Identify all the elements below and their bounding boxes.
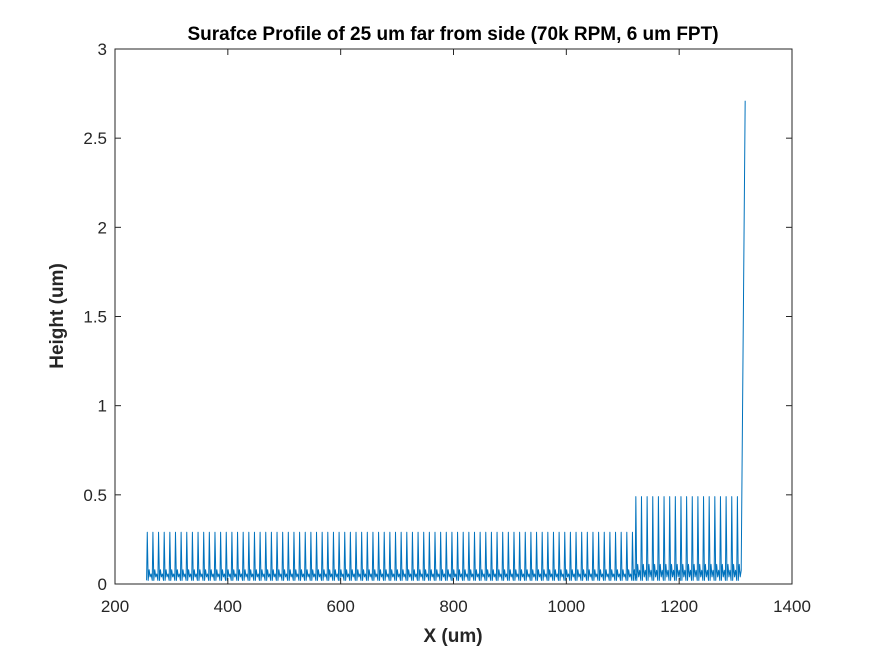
y-tick-label: 0 bbox=[98, 575, 107, 594]
x-tick-label: 1400 bbox=[773, 597, 811, 616]
y-axis-title: Height (um) bbox=[47, 263, 68, 369]
x-tick-label: 1000 bbox=[547, 597, 585, 616]
axes-box bbox=[114, 48, 793, 585]
tick-layer: 200 400 600 800 1000 1200 1400 0 0.5 1 1.5 2 2.5 3 bbox=[83, 40, 811, 616]
x-tick-label: 600 bbox=[326, 597, 354, 616]
data-layer bbox=[146, 100, 746, 581]
x-tick-label: 1200 bbox=[660, 597, 698, 616]
y-tick-label: 0.5 bbox=[83, 486, 107, 505]
y-tick-label: 2.5 bbox=[83, 129, 107, 148]
plot-area: 200 400 600 800 1000 1200 1400 0 0.5 1 1.5 2 2.5 3 bbox=[83, 40, 811, 616]
y-tick-label: 1.5 bbox=[83, 308, 107, 327]
x-tick-label: 800 bbox=[439, 597, 467, 616]
x-axis-title: X (um) bbox=[423, 626, 482, 647]
chart-title: Surafce Profile of 25 um far from side (… bbox=[187, 24, 718, 45]
y-tick-label: 3 bbox=[98, 40, 107, 59]
y-tick-label: 1 bbox=[98, 397, 107, 416]
series-line bbox=[146, 100, 746, 581]
y-tick-label: 2 bbox=[98, 218, 107, 237]
x-tick-label: 200 bbox=[101, 597, 129, 616]
x-tick-label: 400 bbox=[214, 597, 242, 616]
